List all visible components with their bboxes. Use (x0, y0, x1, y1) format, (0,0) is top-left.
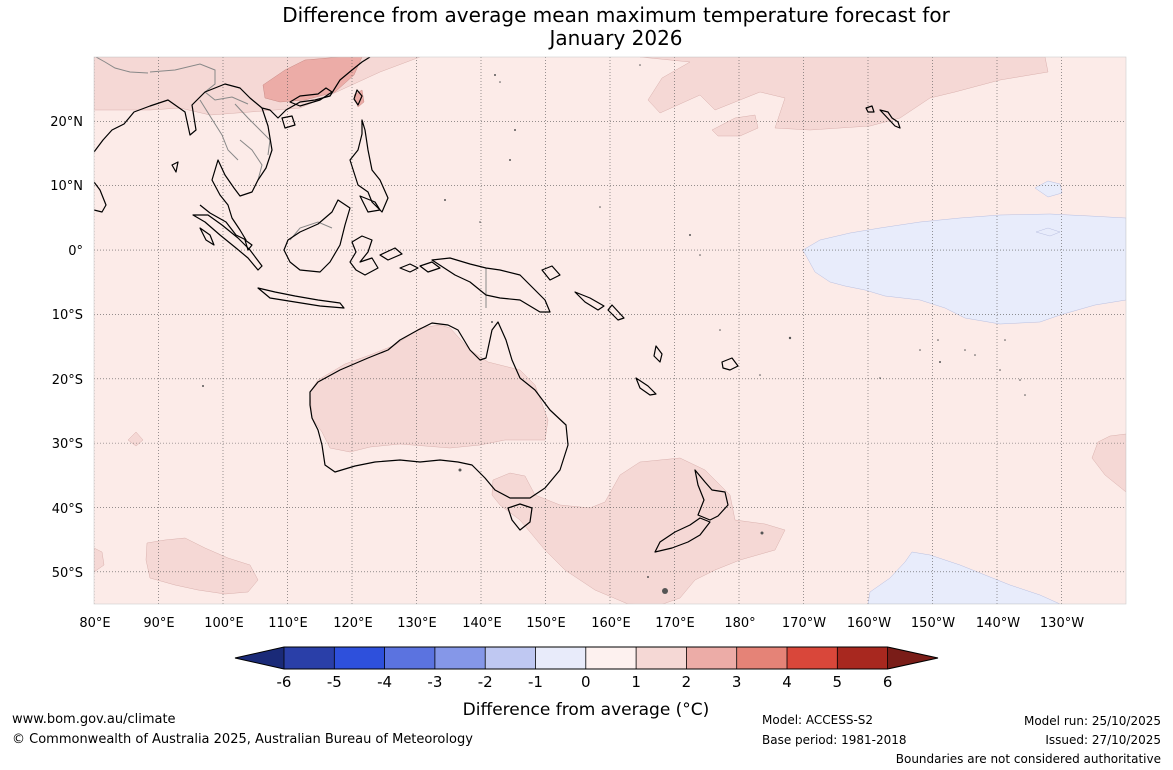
colorbar-tick: 2 (682, 673, 692, 691)
lat-tick: 50°S (52, 566, 83, 581)
colorbar-segment (837, 647, 888, 669)
colorbar-segment (284, 647, 335, 669)
lon-tick: 140°W (976, 616, 1020, 631)
anomaly-1-2-regions (94, 57, 1126, 604)
lon-tick: 160°E (591, 616, 631, 631)
model-run-text: Model run: 25/10/2025 (1023, 714, 1161, 728)
colorbar-segment (485, 647, 536, 669)
colorbar-extend-low (235, 647, 284, 669)
title-line-2: January 2026 (549, 26, 683, 50)
lon-tick: 140°E (462, 616, 502, 631)
lon-tick: 180° (724, 616, 755, 631)
latitude-labels: 20°N 10°N 0° 10°S 20°S 30°S 40°S 50°S (50, 115, 83, 581)
title-line-1: Difference from average mean maximum tem… (282, 3, 950, 27)
lat-tick: 20°N (50, 115, 83, 130)
lat-tick: 30°S (52, 437, 83, 452)
country-borders (95, 57, 487, 308)
colorbar-tick: -3 (427, 673, 442, 691)
lon-tick: 100°E (204, 616, 244, 631)
longitude-labels: 80°E 90°E 100°E 110°E 120°E 130°E 140°E … (79, 616, 1084, 631)
colorbar-segment (384, 647, 435, 669)
lon-tick: 120°E (333, 616, 373, 631)
website-link[interactable]: www.bom.gov.au/climate (12, 712, 176, 727)
colorbar-tick: -2 (478, 673, 493, 691)
colorbar-segment (434, 647, 486, 669)
colorbar-segment (334, 647, 385, 669)
lon-tick: 150°W (911, 616, 955, 631)
coastlines (94, 57, 901, 553)
colorbar-tick: -6 (277, 673, 292, 691)
colorbar-tick: 6 (883, 673, 893, 691)
colorbar-segment (787, 647, 838, 669)
lat-tick: 10°S (52, 308, 83, 323)
colorbar-tick: -5 (327, 673, 342, 691)
colorbar-tick: 5 (833, 673, 843, 691)
lon-tick: 170°W (782, 616, 826, 631)
model-text: Model: ACCESS-S2 (762, 713, 874, 727)
lat-tick: 20°S (52, 373, 83, 388)
small-islands (202, 64, 1026, 594)
colorbar-segment (585, 647, 637, 669)
colorbar-label: Difference from average (°C) (463, 700, 710, 720)
colorbar-segment (535, 647, 586, 669)
colorbar-tick: -1 (528, 673, 543, 691)
lon-tick: 160°W (847, 616, 891, 631)
colorbar-tick: -4 (377, 673, 392, 691)
anomaly-negative-regions (802, 180, 1126, 604)
lon-tick: 170°E (655, 616, 695, 631)
colorbar-segment (686, 647, 737, 669)
copyright-text: © Commonwealth of Australia 2025, Austra… (12, 732, 473, 747)
colorbar-tick: 0 (581, 673, 591, 691)
lat-tick: 40°S (52, 502, 83, 517)
colorbar-segment (636, 647, 687, 669)
boundaries-note: Boundaries are not considered authoritat… (895, 752, 1161, 766)
lon-tick: 110°E (268, 616, 308, 631)
lon-tick: 130°W (1040, 616, 1084, 631)
lon-tick: 130°E (397, 616, 437, 631)
colorbar-tick: 3 (732, 673, 742, 691)
lon-tick: 90°E (143, 616, 174, 631)
colorbar-tick: 4 (782, 673, 792, 691)
lon-tick: 80°E (79, 616, 110, 631)
colorbar-segment (736, 647, 787, 669)
issued-text: Issued: 27/10/2025 (1045, 733, 1161, 747)
colorbar-outline (234, 646, 939, 670)
colorbar-tick: 1 (631, 673, 641, 691)
colorbar: -6 -5 -4 -3 -2 -1 0 1 2 3 4 5 6 Differen… (234, 646, 939, 720)
lat-tick: 0° (68, 244, 83, 259)
map-title: Difference from average mean maximum tem… (0, 4, 1173, 50)
map-frame (93, 56, 1127, 605)
colorbar-extend-high (887, 647, 938, 669)
map-area (94, 57, 1126, 604)
lat-tick: 10°N (50, 179, 83, 194)
lon-tick: 150°E (526, 616, 566, 631)
base-period-text: Base period: 1981-2018 (762, 733, 907, 747)
